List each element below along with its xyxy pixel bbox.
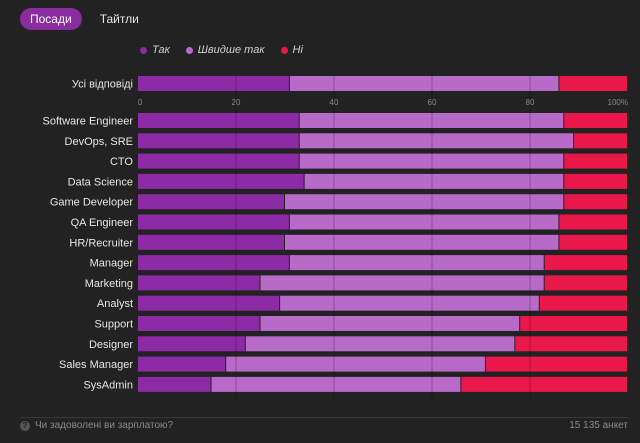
help-icon[interactable]: ? xyxy=(20,420,30,431)
category-label-4: Game Developer xyxy=(50,197,133,209)
legend-item-rather-yes: Швидше так xyxy=(185,44,265,56)
bar-segment-6-1 xyxy=(285,234,559,250)
footer-question-text: Чи задоволені ви зарплатою? xyxy=(35,420,174,431)
bar-segment-13-2 xyxy=(461,376,627,392)
legend-item-no: Ні xyxy=(280,44,303,56)
bar-segment-10-0 xyxy=(138,316,260,331)
bar-segment-overall-0 xyxy=(138,76,289,91)
x-tick-label-1: 20 xyxy=(232,98,241,107)
tab-bar: Посади Тайтли xyxy=(20,8,149,30)
bar-segment-9-2 xyxy=(539,295,627,311)
bar-segment-7-2 xyxy=(544,255,627,271)
bar-segment-8-2 xyxy=(544,275,627,291)
tab-positions[interactable]: Посади xyxy=(20,8,82,30)
bar-segment-11-2 xyxy=(515,336,627,352)
category-label-3: Data Science xyxy=(68,176,133,188)
bar-segment-8-1 xyxy=(260,275,544,291)
category-label-7: Manager xyxy=(90,258,134,270)
category-label-12: Sales Manager xyxy=(59,359,133,371)
bar-segment-3-1 xyxy=(304,173,564,189)
x-tick-label-0: 0 xyxy=(138,98,143,107)
footer-count: 15 135 анкет xyxy=(569,420,628,431)
bar-segment-0-0 xyxy=(138,113,299,128)
stacked-bar-chart: Усі відповіді 0 20 40 60 80 100% Software Engin… xyxy=(42,76,628,392)
bar-segment-4-2 xyxy=(564,194,627,210)
bar-segment-1-1 xyxy=(299,133,574,149)
x-tick-label-5: 100% xyxy=(608,98,628,107)
bar-segment-12-1 xyxy=(226,356,485,372)
bar-segment-13-0 xyxy=(138,376,211,392)
legend-dot-yes xyxy=(140,46,147,54)
bar-segment-12-2 xyxy=(485,356,627,372)
category-label-6: HR/Recruiter xyxy=(69,237,133,249)
bar-segment-4-1 xyxy=(285,194,564,210)
footer-question: ? Чи задоволені ви зарплатою? xyxy=(20,420,173,431)
legend-item-yes: Так xyxy=(140,44,170,56)
bar-segment-5-1 xyxy=(289,214,559,230)
bar-segment-0-2 xyxy=(564,113,627,128)
tab-titles[interactable]: Тайтли xyxy=(99,12,139,26)
bar-segment-1-2 xyxy=(574,133,627,149)
legend-label-no: Ні xyxy=(292,44,303,56)
x-tick-label-2: 40 xyxy=(330,98,339,107)
bar-segment-2-0 xyxy=(138,153,299,169)
bar-segment-11-0 xyxy=(138,336,245,352)
category-label-2: CTO xyxy=(110,156,133,168)
bar-segment-9-0 xyxy=(138,295,280,311)
bar-segment-7-1 xyxy=(289,255,544,271)
category-label-5: QA Engineer xyxy=(71,217,134,229)
bar-segment-12-0 xyxy=(138,356,226,372)
category-label-overall: Усі відповіді xyxy=(72,79,133,91)
bar-segment-9-1 xyxy=(280,295,539,311)
category-label-13: SysAdmin xyxy=(83,379,133,391)
x-tick-label-4: 80 xyxy=(526,98,535,107)
bar-segment-1-0 xyxy=(138,133,299,149)
bar-segment-overall-1 xyxy=(289,76,559,91)
bar-segment-0-1 xyxy=(299,113,564,128)
bar-segment-5-0 xyxy=(138,214,289,230)
bar-segment-5-2 xyxy=(559,214,627,230)
x-tick-label-3: 60 xyxy=(428,98,437,107)
category-label-8: Marketing xyxy=(85,278,133,290)
legend-label-yes: Так xyxy=(152,44,170,56)
bar-segment-2-1 xyxy=(299,153,564,169)
bar-segment-8-0 xyxy=(138,275,260,291)
category-label-10: Support xyxy=(94,319,133,331)
category-label-9: Analyst xyxy=(97,298,133,310)
category-label-11: Designer xyxy=(89,339,133,351)
footer-divider xyxy=(20,417,628,418)
bar-segment-10-2 xyxy=(520,316,627,331)
chart-legend: Так Швидше так Ні xyxy=(140,44,303,56)
bar-segment-4-0 xyxy=(138,194,284,210)
category-label-1: DevOps, SRE xyxy=(65,136,133,148)
bar-segment-2-2 xyxy=(564,153,627,169)
legend-label-rather-yes: Швидше так xyxy=(197,44,265,56)
bar-segment-3-2 xyxy=(564,173,627,189)
bar-segment-10-1 xyxy=(260,316,520,331)
bar-segment-overall-2 xyxy=(559,76,627,91)
legend-dot-rather-yes xyxy=(185,46,193,54)
bar-segment-6-2 xyxy=(559,234,627,250)
bar-segment-3-0 xyxy=(138,173,304,189)
bar-segment-11-1 xyxy=(245,336,515,352)
bar-segment-7-0 xyxy=(138,255,289,271)
bar-segment-13-1 xyxy=(211,376,461,392)
bar-segment-6-0 xyxy=(138,234,284,250)
category-label-0: Software Engineer xyxy=(43,116,134,128)
footer: ? Чи задоволені ви зарплатою? 15 135 анк… xyxy=(20,420,628,431)
legend-dot-no xyxy=(280,46,288,54)
